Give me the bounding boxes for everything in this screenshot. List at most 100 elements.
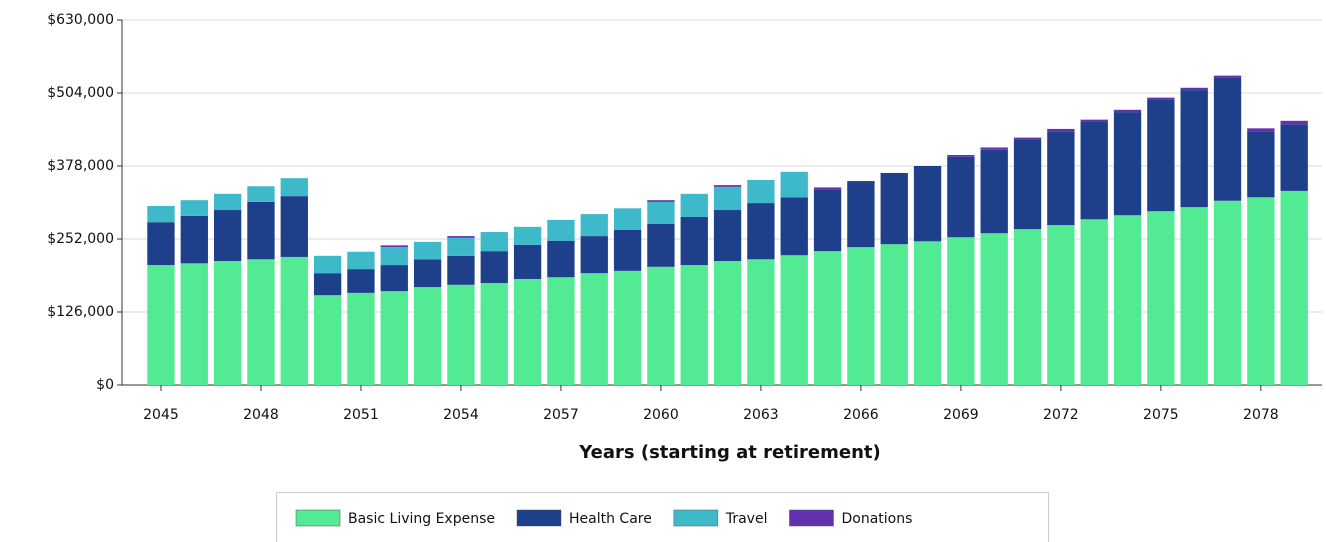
bar-segment (1113, 109, 1142, 113)
legend-label: Donations (841, 511, 912, 527)
y-tick-label: $630,000 (47, 12, 114, 28)
legend-box (276, 492, 1049, 542)
bar-segment (1047, 128, 1075, 132)
bar-segment (347, 251, 375, 270)
bar-segment (147, 205, 175, 223)
bar-segment (1280, 190, 1308, 385)
bar-segment (680, 265, 708, 385)
bar-segment (313, 255, 342, 274)
bar-segment (847, 247, 875, 385)
bar-segment (547, 219, 575, 241)
bar-segment (147, 265, 175, 385)
bar-segment (747, 203, 775, 260)
bar-segment (180, 215, 208, 264)
bar-segment (947, 237, 975, 385)
bar-segment (347, 292, 375, 385)
bar-segment (447, 284, 475, 385)
bar-segment (380, 247, 408, 266)
x-tick-label: 2060 (643, 407, 679, 423)
bar-segment (813, 251, 842, 385)
bar-segment (680, 193, 708, 217)
legend-swatch (516, 509, 562, 527)
y-tick-label: $0 (96, 377, 114, 393)
x-tick-label: 2078 (1243, 407, 1279, 423)
bar-segment (347, 269, 375, 293)
bar-segment (513, 278, 542, 385)
bar-segment (713, 210, 742, 262)
bar-segment (1080, 121, 1108, 220)
bar-segment (213, 210, 242, 262)
bar-segment (213, 193, 242, 211)
bar-segment (413, 287, 442, 385)
bar-segment (780, 255, 808, 385)
bar-segment (480, 251, 508, 284)
x-tick-label: 2069 (943, 407, 979, 423)
x-tick-label: 2057 (543, 407, 579, 423)
bar-segment (280, 256, 308, 385)
y-tick-label: $504,000 (47, 85, 114, 101)
bar-segment (247, 186, 275, 202)
bar-segment (380, 245, 408, 248)
bar-segment (413, 259, 442, 288)
bar-segment (747, 179, 775, 204)
bar-segment (647, 200, 675, 202)
bar-segment (447, 236, 475, 238)
bar-segment (180, 263, 208, 385)
bar-segment (647, 201, 675, 224)
bar-segment (1247, 128, 1275, 132)
x-tick-label: 2054 (443, 407, 479, 423)
bar-segment (647, 223, 675, 267)
bar-segment (247, 201, 275, 260)
legend-swatch (789, 509, 834, 527)
bar-segment (580, 214, 608, 237)
bar-segment (213, 261, 242, 385)
bar-segment (1113, 112, 1142, 216)
bar-segment (1080, 219, 1108, 385)
bar-segment (380, 265, 408, 292)
bar-segment (880, 172, 908, 245)
bar-segment (513, 226, 542, 245)
bar-segment (280, 196, 308, 257)
bar-segment (1213, 75, 1242, 78)
bar-segment (547, 277, 575, 385)
bar-segment (713, 185, 742, 187)
bar-segment (1147, 97, 1175, 100)
bar-segment (480, 283, 508, 385)
bar-segment (713, 186, 742, 211)
x-tick-label: 2063 (743, 407, 779, 423)
bar-segment (913, 241, 942, 385)
bar-segment (547, 240, 575, 278)
bar-segment (947, 154, 975, 157)
bar-segment (780, 171, 808, 198)
bar-segment (1147, 99, 1175, 212)
y-tick-label: $378,000 (47, 158, 114, 174)
bar-segment (447, 237, 475, 256)
legend-label: Health Care (569, 511, 652, 527)
bar-segment (580, 236, 608, 274)
bar-segment (1280, 124, 1308, 191)
bar-segment (1047, 131, 1075, 226)
legend-label: Basic Living Expense (348, 511, 495, 527)
legend-swatch (673, 509, 719, 527)
bar-segment (980, 147, 1008, 150)
bar-segment (880, 244, 908, 385)
bar-segment (1113, 215, 1142, 385)
bar-segment (1047, 225, 1075, 385)
bar-segment (613, 229, 642, 271)
bar-segment (447, 255, 475, 285)
bar-segment (1147, 211, 1175, 385)
bar-segment (647, 266, 675, 385)
bar-segment (280, 178, 308, 197)
bar-segment (147, 222, 175, 266)
legend-label: Travel (725, 511, 768, 527)
bar-segment (580, 273, 608, 385)
bar-segment (680, 216, 708, 266)
y-tick-label: $126,000 (47, 304, 114, 320)
x-tick-label: 2075 (1143, 407, 1179, 423)
bar-segment (313, 273, 342, 296)
bar-segment (313, 295, 342, 385)
y-tick-label: $252,000 (47, 231, 114, 247)
bar-segment (480, 232, 508, 252)
bar-segment (780, 197, 808, 256)
